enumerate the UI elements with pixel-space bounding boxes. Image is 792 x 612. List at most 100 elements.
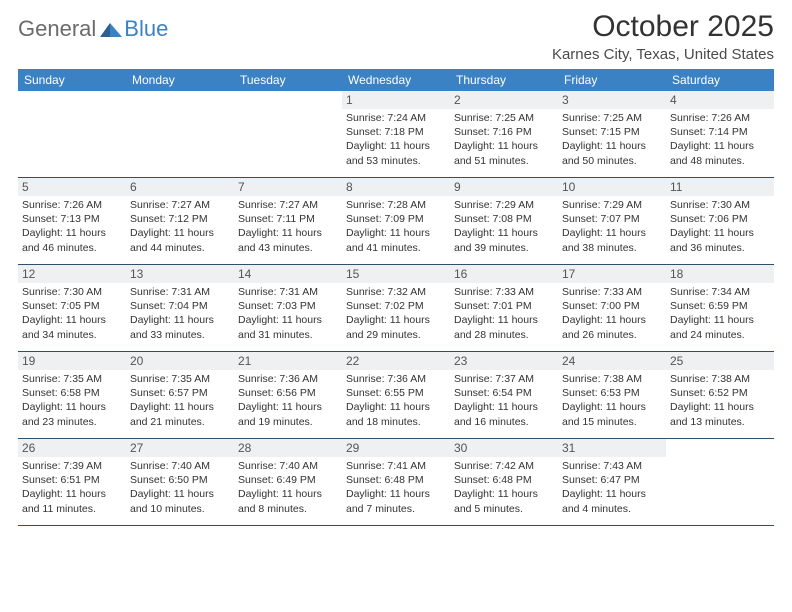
week-row: 26Sunrise: 7:39 AMSunset: 6:51 PMDayligh… — [18, 439, 774, 526]
daylight-text: Daylight: 11 hours and 21 minutes. — [130, 400, 230, 428]
day-cell: 17Sunrise: 7:33 AMSunset: 7:00 PMDayligh… — [558, 265, 666, 351]
sunset-text: Sunset: 6:57 PM — [130, 386, 230, 400]
logo-text-blue: Blue — [124, 16, 168, 42]
sunrise-text: Sunrise: 7:40 AM — [130, 459, 230, 473]
week-row: 12Sunrise: 7:30 AMSunset: 7:05 PMDayligh… — [18, 265, 774, 352]
daylight-text: Daylight: 11 hours and 38 minutes. — [562, 226, 662, 254]
day-cell: 25Sunrise: 7:38 AMSunset: 6:52 PMDayligh… — [666, 352, 774, 438]
sunset-text: Sunset: 6:53 PM — [562, 386, 662, 400]
sunset-text: Sunset: 6:48 PM — [454, 473, 554, 487]
sunset-text: Sunset: 6:50 PM — [130, 473, 230, 487]
day-number: 21 — [234, 352, 342, 370]
daylight-text: Daylight: 11 hours and 19 minutes. — [238, 400, 338, 428]
sunrise-text: Sunrise: 7:39 AM — [22, 459, 122, 473]
sunrise-text: Sunrise: 7:30 AM — [22, 285, 122, 299]
sunset-text: Sunset: 7:05 PM — [22, 299, 122, 313]
daylight-text: Daylight: 11 hours and 43 minutes. — [238, 226, 338, 254]
location: Karnes City, Texas, United States — [552, 46, 774, 63]
day-number: 2 — [450, 91, 558, 109]
day-number: 7 — [234, 178, 342, 196]
weeks-container: 1Sunrise: 7:24 AMSunset: 7:18 PMDaylight… — [18, 91, 774, 526]
day-body: Sunrise: 7:38 AMSunset: 6:52 PMDaylight:… — [666, 370, 774, 433]
daylight-text: Daylight: 11 hours and 16 minutes. — [454, 400, 554, 428]
logo-mark-icon — [100, 21, 122, 37]
daylight-text: Daylight: 11 hours and 8 minutes. — [238, 487, 338, 515]
daylight-text: Daylight: 11 hours and 31 minutes. — [238, 313, 338, 341]
sunset-text: Sunset: 6:59 PM — [670, 299, 770, 313]
day-cell: 24Sunrise: 7:38 AMSunset: 6:53 PMDayligh… — [558, 352, 666, 438]
sunset-text: Sunset: 6:49 PM — [238, 473, 338, 487]
daylight-text: Daylight: 11 hours and 5 minutes. — [454, 487, 554, 515]
day-cell: 15Sunrise: 7:32 AMSunset: 7:02 PMDayligh… — [342, 265, 450, 351]
day-cell: 22Sunrise: 7:36 AMSunset: 6:55 PMDayligh… — [342, 352, 450, 438]
month-title: October 2025 — [552, 10, 774, 44]
daylight-text: Daylight: 11 hours and 7 minutes. — [346, 487, 446, 515]
day-header-friday: Friday — [558, 69, 666, 91]
day-number: 22 — [342, 352, 450, 370]
sunrise-text: Sunrise: 7:35 AM — [130, 372, 230, 386]
sunset-text: Sunset: 6:56 PM — [238, 386, 338, 400]
sunrise-text: Sunrise: 7:41 AM — [346, 459, 446, 473]
day-cell: 30Sunrise: 7:42 AMSunset: 6:48 PMDayligh… — [450, 439, 558, 525]
sunset-text: Sunset: 7:18 PM — [346, 125, 446, 139]
day-cell — [18, 91, 126, 177]
sunrise-text: Sunrise: 7:37 AM — [454, 372, 554, 386]
daylight-text: Daylight: 11 hours and 34 minutes. — [22, 313, 122, 341]
sunrise-text: Sunrise: 7:26 AM — [670, 111, 770, 125]
daylight-text: Daylight: 11 hours and 48 minutes. — [670, 139, 770, 167]
day-body: Sunrise: 7:26 AMSunset: 7:14 PMDaylight:… — [666, 109, 774, 172]
sunset-text: Sunset: 7:09 PM — [346, 212, 446, 226]
day-body: Sunrise: 7:27 AMSunset: 7:11 PMDaylight:… — [234, 196, 342, 259]
day-body: Sunrise: 7:36 AMSunset: 6:55 PMDaylight:… — [342, 370, 450, 433]
sunrise-text: Sunrise: 7:27 AM — [130, 198, 230, 212]
logo: General Blue — [18, 10, 168, 42]
sunset-text: Sunset: 7:14 PM — [670, 125, 770, 139]
day-body: Sunrise: 7:25 AMSunset: 7:15 PMDaylight:… — [558, 109, 666, 172]
sunset-text: Sunset: 6:47 PM — [562, 473, 662, 487]
sunset-text: Sunset: 6:58 PM — [22, 386, 122, 400]
day-number: 31 — [558, 439, 666, 457]
day-cell: 14Sunrise: 7:31 AMSunset: 7:03 PMDayligh… — [234, 265, 342, 351]
day-cell — [666, 439, 774, 525]
sunrise-text: Sunrise: 7:42 AM — [454, 459, 554, 473]
sunset-text: Sunset: 7:15 PM — [562, 125, 662, 139]
day-cell: 6Sunrise: 7:27 AMSunset: 7:12 PMDaylight… — [126, 178, 234, 264]
day-cell: 23Sunrise: 7:37 AMSunset: 6:54 PMDayligh… — [450, 352, 558, 438]
day-number: 3 — [558, 91, 666, 109]
sunrise-text: Sunrise: 7:31 AM — [238, 285, 338, 299]
week-row: 19Sunrise: 7:35 AMSunset: 6:58 PMDayligh… — [18, 352, 774, 439]
day-number: 16 — [450, 265, 558, 283]
day-body: Sunrise: 7:31 AMSunset: 7:04 PMDaylight:… — [126, 283, 234, 346]
day-number: 17 — [558, 265, 666, 283]
day-cell: 21Sunrise: 7:36 AMSunset: 6:56 PMDayligh… — [234, 352, 342, 438]
daylight-text: Daylight: 11 hours and 39 minutes. — [454, 226, 554, 254]
daylight-text: Daylight: 11 hours and 33 minutes. — [130, 313, 230, 341]
sunset-text: Sunset: 7:16 PM — [454, 125, 554, 139]
day-cell: 3Sunrise: 7:25 AMSunset: 7:15 PMDaylight… — [558, 91, 666, 177]
daylight-text: Daylight: 11 hours and 44 minutes. — [130, 226, 230, 254]
day-body: Sunrise: 7:26 AMSunset: 7:13 PMDaylight:… — [18, 196, 126, 259]
calendar: Sunday Monday Tuesday Wednesday Thursday… — [18, 69, 774, 526]
sunset-text: Sunset: 6:55 PM — [346, 386, 446, 400]
day-cell: 29Sunrise: 7:41 AMSunset: 6:48 PMDayligh… — [342, 439, 450, 525]
daylight-text: Daylight: 11 hours and 46 minutes. — [22, 226, 122, 254]
day-number: 12 — [18, 265, 126, 283]
sunrise-text: Sunrise: 7:31 AM — [130, 285, 230, 299]
day-number: 29 — [342, 439, 450, 457]
day-cell: 10Sunrise: 7:29 AMSunset: 7:07 PMDayligh… — [558, 178, 666, 264]
daylight-text: Daylight: 11 hours and 18 minutes. — [346, 400, 446, 428]
day-body: Sunrise: 7:24 AMSunset: 7:18 PMDaylight:… — [342, 109, 450, 172]
daylight-text: Daylight: 11 hours and 53 minutes. — [346, 139, 446, 167]
day-number: 27 — [126, 439, 234, 457]
day-number: 8 — [342, 178, 450, 196]
day-number: 28 — [234, 439, 342, 457]
day-body: Sunrise: 7:35 AMSunset: 6:57 PMDaylight:… — [126, 370, 234, 433]
day-cell: 5Sunrise: 7:26 AMSunset: 7:13 PMDaylight… — [18, 178, 126, 264]
day-cell: 9Sunrise: 7:29 AMSunset: 7:08 PMDaylight… — [450, 178, 558, 264]
day-cell — [234, 91, 342, 177]
day-body: Sunrise: 7:25 AMSunset: 7:16 PMDaylight:… — [450, 109, 558, 172]
daylight-text: Daylight: 11 hours and 10 minutes. — [130, 487, 230, 515]
day-header-tuesday: Tuesday — [234, 69, 342, 91]
day-number: 5 — [18, 178, 126, 196]
sunrise-text: Sunrise: 7:29 AM — [454, 198, 554, 212]
